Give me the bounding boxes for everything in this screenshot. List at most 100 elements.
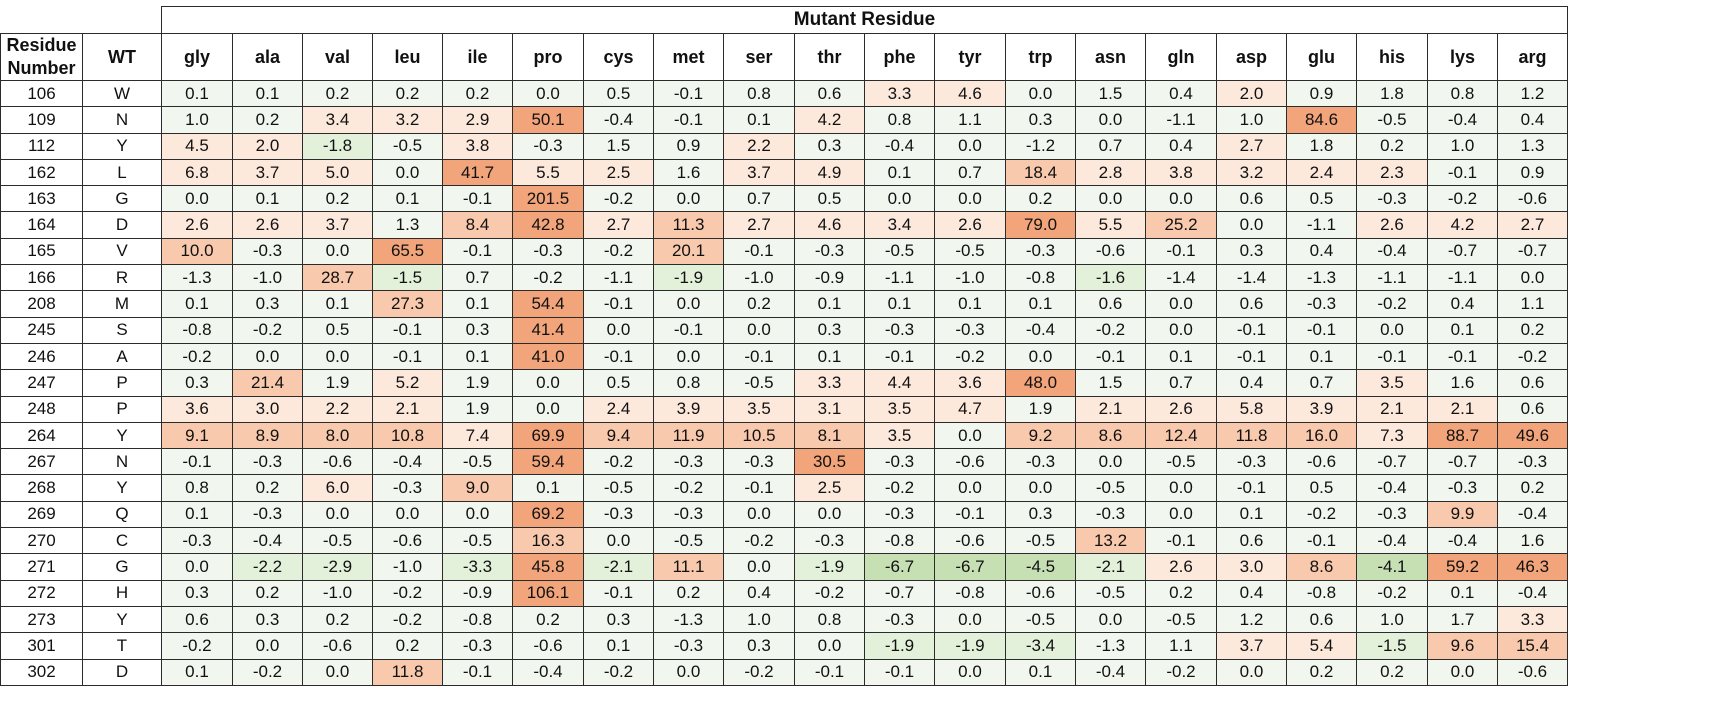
- value-cell-pro: 41.0: [512, 342, 584, 371]
- table-row: 245 S -0.8 -0.2 0.5 -0.1 0.3 41.4 0.0 -0.1 0.0 0.3-…: [0, 316, 1568, 344]
- value-cell-cys: -0.2: [583, 658, 654, 686]
- value-cell-gly: -0.2: [161, 342, 233, 371]
- residue-number-cell: 208: [0, 290, 83, 318]
- value-cell-tyr: 4.7: [934, 395, 1006, 423]
- column-header-trp: trp: [1005, 33, 1076, 81]
- value-cell-lys: 0.1: [1427, 579, 1498, 607]
- value-cell-pro: 106.1: [512, 579, 584, 607]
- value-cell-leu: 0.2: [372, 632, 443, 660]
- value-cell-tyr: 0.0: [934, 421, 1006, 450]
- value-cell-arg: 0.9: [1497, 158, 1568, 187]
- value-cell-leu: 10.8: [372, 421, 443, 450]
- value-cell-val: -1.0: [302, 579, 373, 607]
- residue-number-cell: 268: [0, 474, 83, 502]
- value-cell-gln: 25.2: [1145, 211, 1217, 239]
- value-cell-met: 0.0: [653, 185, 724, 213]
- table-row: 271 G 0.0 -2.2 -2.9 -1.0 -3.3 45.8 -2.1 11.1 0.0 -1…: [0, 553, 1568, 581]
- value-cell-glu: 3.9: [1286, 395, 1357, 423]
- wt-residue-cell: A: [82, 342, 162, 371]
- value-cell-his: 2.1: [1356, 395, 1428, 423]
- column-header-ser: ser: [723, 33, 795, 81]
- table-body: 106 W 0.1 0.1 0.2 0.2 0.2 0.0 0.5 -0.1 0.8 0.6 3.3 4.…: [0, 79, 1568, 686]
- value-cell-asn: -0.5: [1075, 474, 1146, 502]
- value-cell-lys: 9.6: [1427, 632, 1498, 660]
- value-cell-arg: 49.6: [1497, 421, 1568, 450]
- value-cell-phe: -0.8: [864, 527, 935, 555]
- value-cell-cys: 0.0: [583, 527, 654, 555]
- value-cell-lys: 4.2: [1427, 211, 1498, 239]
- value-cell-asp: 11.8: [1216, 421, 1287, 450]
- value-cell-lys: -0.3: [1427, 474, 1498, 502]
- value-cell-gln: 3.8: [1145, 158, 1217, 187]
- value-cell-phe: 3.4: [864, 211, 935, 239]
- value-cell-glu: -0.3: [1286, 290, 1357, 318]
- value-cell-ile: -0.1: [442, 237, 513, 266]
- column-header-met: met: [653, 33, 724, 81]
- value-cell-phe: 3.5: [864, 421, 935, 450]
- value-cell-asn: -0.2: [1075, 316, 1146, 344]
- column-header-cys: cys: [583, 33, 654, 81]
- value-cell-glu: 2.4: [1286, 158, 1357, 187]
- value-cell-pro: 201.5: [512, 185, 584, 213]
- value-cell-met: 0.8: [653, 369, 724, 397]
- column-header-phe: phe: [864, 33, 935, 81]
- value-cell-phe: -0.3: [864, 448, 935, 476]
- value-cell-gly: -0.3: [161, 527, 233, 555]
- value-cell-his: 2.3: [1356, 158, 1428, 187]
- value-cell-ser: 3.5: [723, 395, 795, 423]
- value-cell-his: 1.0: [1356, 605, 1428, 634]
- value-cell-leu: 5.2: [372, 369, 443, 397]
- table-row: 164 D 2.6 2.6 3.7 1.3 8.4 42.8 2.7 11.3 2.7 4.6 3.4 2…: [0, 211, 1568, 239]
- value-cell-asp: -0.1: [1216, 316, 1287, 344]
- value-cell-leu: 1.3: [372, 211, 443, 239]
- mutation-heatmap-table: Mutant Residue Residue Number WT gly ala va…: [0, 6, 1568, 686]
- value-cell-ala: 0.1: [232, 79, 303, 108]
- value-cell-ala: -0.3: [232, 237, 303, 266]
- value-cell-cys: -0.5: [583, 474, 654, 502]
- value-cell-glu: -0.2: [1286, 500, 1357, 529]
- value-cell-val: 8.0: [302, 421, 373, 450]
- value-cell-gly: 1.0: [161, 106, 233, 134]
- value-cell-val: 0.5: [302, 316, 373, 344]
- value-cell-phe: -0.5: [864, 237, 935, 266]
- value-cell-his: -0.7: [1356, 448, 1428, 476]
- value-cell-lys: -0.4: [1427, 106, 1498, 134]
- value-cell-trp: -0.5: [1005, 605, 1076, 634]
- column-header-gln: gln: [1145, 33, 1217, 81]
- value-cell-his: -1.1: [1356, 264, 1428, 292]
- value-cell-trp: 0.0: [1005, 342, 1076, 371]
- value-cell-leu: -0.5: [372, 132, 443, 160]
- value-cell-gln: -0.1: [1145, 237, 1217, 266]
- value-cell-his: -0.4: [1356, 527, 1428, 555]
- value-cell-ser: -0.2: [723, 527, 795, 555]
- value-cell-arg: -0.2: [1497, 342, 1568, 371]
- wt-residue-cell: T: [82, 632, 162, 660]
- value-cell-tyr: -0.2: [934, 342, 1006, 371]
- residue-number-cell: 302: [0, 658, 83, 686]
- value-cell-ile: 7.4: [442, 421, 513, 450]
- value-cell-gln: 0.2: [1145, 579, 1217, 607]
- value-cell-met: 0.2: [653, 579, 724, 607]
- value-cell-ala: -0.4: [232, 527, 303, 555]
- value-cell-met: 0.0: [653, 290, 724, 318]
- value-cell-cys: 0.5: [583, 79, 654, 108]
- value-cell-leu: -0.6: [372, 527, 443, 555]
- value-cell-asp: 3.7: [1216, 632, 1287, 660]
- column-header-asp: asp: [1216, 33, 1287, 81]
- mutant-residue-header: Mutant Residue: [161, 6, 1568, 34]
- value-cell-phe: -1.1: [864, 264, 935, 292]
- value-cell-gly: 0.0: [161, 185, 233, 213]
- residue-number-cell: 270: [0, 527, 83, 555]
- value-cell-val: 3.7: [302, 211, 373, 239]
- value-cell-ala: 0.2: [232, 106, 303, 134]
- value-cell-cys: 0.0: [583, 316, 654, 344]
- value-cell-thr: 0.1: [794, 342, 865, 371]
- value-cell-met: -1.9: [653, 264, 724, 292]
- value-cell-cys: -0.2: [583, 185, 654, 213]
- value-cell-gly: 9.1: [161, 421, 233, 450]
- value-cell-cys: 2.7: [583, 211, 654, 239]
- value-cell-phe: -0.3: [864, 605, 935, 634]
- value-cell-val: 0.2: [302, 79, 373, 108]
- value-cell-asp: 0.6: [1216, 185, 1287, 213]
- value-cell-tyr: -0.6: [934, 448, 1006, 476]
